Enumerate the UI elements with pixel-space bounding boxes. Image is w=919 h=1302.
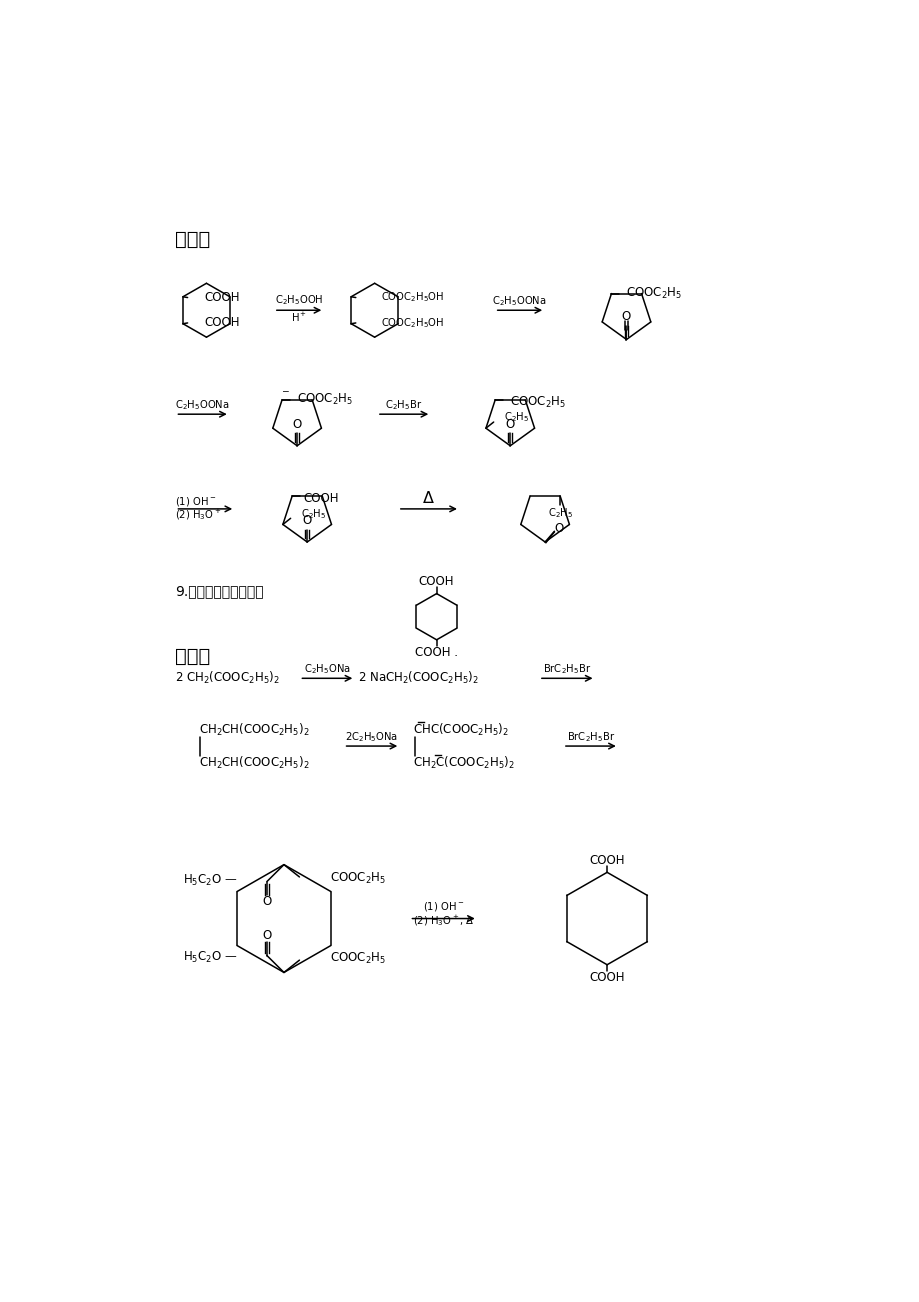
Text: H$_5$C$_2$O —: H$_5$C$_2$O — xyxy=(183,872,237,888)
Text: C$_2$H$_5$OOH: C$_2$H$_5$OOH xyxy=(275,293,323,307)
Text: CHC(COOC$_2$H$_5$)$_2$: CHC(COOC$_2$H$_5$)$_2$ xyxy=(413,721,509,738)
Text: COOH: COOH xyxy=(418,574,454,587)
Text: $\Delta$: $\Delta$ xyxy=(422,490,435,506)
Text: O: O xyxy=(621,310,630,323)
Text: COOH: COOH xyxy=(589,970,624,983)
Text: C$_2$H$_5$OONa: C$_2$H$_5$OONa xyxy=(175,398,230,411)
Text: (1) OH$^-$: (1) OH$^-$ xyxy=(176,495,217,508)
Text: COOC$_2$H$_5$: COOC$_2$H$_5$ xyxy=(509,395,565,410)
Text: O: O xyxy=(505,418,515,431)
Text: C$_2$H$_5$: C$_2$H$_5$ xyxy=(301,506,326,521)
Text: COOC$_2$H$_5$: COOC$_2$H$_5$ xyxy=(625,286,681,301)
Text: COOC$_2$H$_5$: COOC$_2$H$_5$ xyxy=(330,871,386,887)
Text: COOH: COOH xyxy=(303,492,339,505)
Text: 9.由丙二酸二乙酩合成: 9.由丙二酸二乙酩合成 xyxy=(176,585,264,599)
Text: BrC$_2$H$_5$Br: BrC$_2$H$_5$Br xyxy=(566,730,614,743)
Text: C$_2$H$_5$Br: C$_2$H$_5$Br xyxy=(385,398,422,411)
Text: C$_2$H$_5$OONa: C$_2$H$_5$OONa xyxy=(492,294,546,307)
Text: COOH: COOH xyxy=(204,316,240,329)
Text: CH$_2$CH(COOC$_2$H$_5$)$_2$: CH$_2$CH(COOC$_2$H$_5$)$_2$ xyxy=(199,755,309,771)
Text: COOH: COOH xyxy=(204,292,240,305)
Text: $^-$: $^-$ xyxy=(279,388,290,401)
Text: CH$_2$CH(COOC$_2$H$_5$)$_2$: CH$_2$CH(COOC$_2$H$_5$)$_2$ xyxy=(199,721,309,738)
Text: O: O xyxy=(292,418,301,431)
Text: C$_2$H$_5$: C$_2$H$_5$ xyxy=(547,506,573,519)
Text: O: O xyxy=(302,514,312,527)
Text: COOH: COOH xyxy=(589,854,624,867)
Text: COOC$_2$H$_5$OH: COOC$_2$H$_5$OH xyxy=(380,290,444,305)
Text: 答案：: 答案： xyxy=(176,647,210,667)
Text: COOH .: COOH . xyxy=(414,646,458,659)
Text: COOC$_2$H$_5$OH: COOC$_2$H$_5$OH xyxy=(380,316,444,329)
Text: O: O xyxy=(262,930,271,941)
Text: O: O xyxy=(554,522,563,535)
Text: COOC$_2$H$_5$: COOC$_2$H$_5$ xyxy=(296,392,352,408)
Text: BrC$_2$H$_5$Br: BrC$_2$H$_5$Br xyxy=(542,663,590,676)
Text: 2 CH$_2$(COOC$_2$H$_5$)$_2$: 2 CH$_2$(COOC$_2$H$_5$)$_2$ xyxy=(176,671,280,686)
Text: (2) H$_3$O$^+$: (2) H$_3$O$^+$ xyxy=(176,508,221,522)
Text: CH$_2$C(COOC$_2$H$_5$)$_2$: CH$_2$C(COOC$_2$H$_5$)$_2$ xyxy=(413,755,515,771)
Text: 答案：: 答案： xyxy=(176,230,210,249)
Text: O: O xyxy=(262,894,271,907)
Text: C$_2$H$_5$: C$_2$H$_5$ xyxy=(504,410,529,424)
Text: H$_5$C$_2$O —: H$_5$C$_2$O — xyxy=(183,949,237,965)
Text: COOC$_2$H$_5$: COOC$_2$H$_5$ xyxy=(330,950,386,966)
Text: 2 NaCH$_2$(COOC$_2$H$_5$)$_2$: 2 NaCH$_2$(COOC$_2$H$_5$)$_2$ xyxy=(358,671,479,686)
Text: H$^+$: H$^+$ xyxy=(291,311,307,324)
Text: (1) OH$^-$: (1) OH$^-$ xyxy=(423,900,464,913)
Text: C$_2$H$_5$ONa: C$_2$H$_5$ONa xyxy=(303,663,350,676)
Text: 2C$_2$H$_5$ONa: 2C$_2$H$_5$ONa xyxy=(345,730,398,743)
Text: (2) H$_3$O$^+$, $\Delta$: (2) H$_3$O$^+$, $\Delta$ xyxy=(413,914,474,928)
